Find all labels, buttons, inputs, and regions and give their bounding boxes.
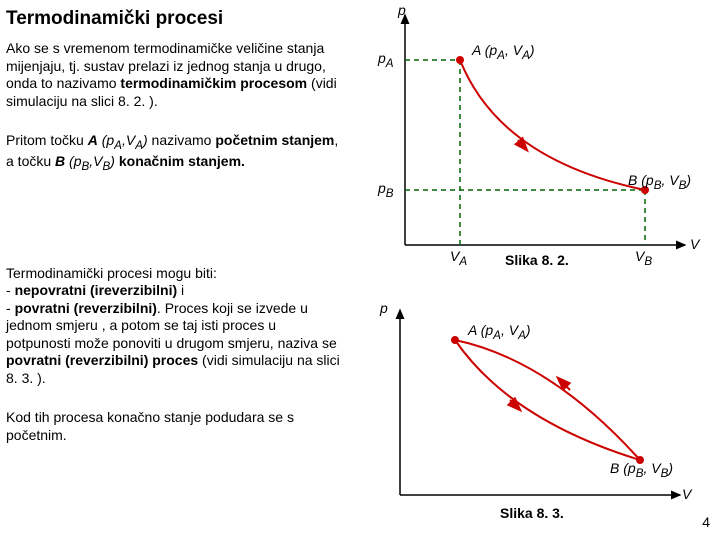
fig1-pB: pB [378,180,394,200]
p2-Bmid1: ,V [89,153,102,169]
figure-82: p V pA pB VA VB A (pA, VA) B (pB, VB) Sl… [350,0,710,280]
p3-l1b: nepovratni (ireverzibilni) [15,282,178,298]
fig1-caption: Slika 8. 2. [505,252,569,268]
paragraph-3: Termodinamički procesi mogu biti: - nepo… [6,265,344,388]
p1-term: termodinamičkim procesom [120,75,307,91]
figure-83-svg [360,300,720,530]
p3-term: povratni (reverzibilni) proces [6,352,198,368]
p3-l2a: - [6,300,15,316]
p2-b: nazivamo [148,132,216,148]
p2-term2: konačnim stanjem. [119,153,245,169]
paragraph-4: Kod tih procesa konačno stanje podudara … [6,409,344,444]
p2-B: B [55,153,65,169]
p3-l1a: - [6,282,15,298]
p2-Bargs: (p [65,153,81,169]
p2-term1: početnim stanjem [215,132,334,148]
fig1-VB: VB [635,248,652,268]
page-title: Termodinamički procesi [6,8,344,30]
fig1-pA: pA [378,50,394,70]
p2-Asub1: A [114,139,122,152]
page-number: 4 [702,514,710,530]
fig1-labelA: A (pA, VA) [472,42,535,62]
p2-mid1: ,V [122,132,135,148]
p2-a: Pritom točku [6,132,88,148]
fig2-caption: Slika 8. 3. [500,505,564,521]
figure-83: p V A (pA, VA) B (pB, VB) Slika 8. 3. [360,300,720,530]
p3-l1c: i [177,282,184,298]
paragraph-1: Ako se s vremenom termodinamičke veličin… [6,40,344,110]
p3-l2b: povratni (reverzibilni) [15,300,157,316]
figure-column: p V pA pB VA VB A (pA, VA) B (pB, VB) Sl… [350,0,720,540]
fig2-labelB: B (pB, VB) [610,460,673,480]
paragraph-2: Pritom točku A (pA,VA) nazivamo početnim… [6,132,344,175]
p2-Asub2: A [135,139,143,152]
p3-a: Termodinamički procesi mogu biti: [6,265,217,281]
fig1-axis-p: p [398,2,406,18]
text-column: Termodinamički procesi Ako se s vremenom… [0,0,350,540]
fig1-labelB: B (pB, VB) [628,172,691,192]
fig1-axis-V: V [690,236,699,252]
fig2-labelA: A (pA, VA) [468,322,531,342]
p2-A: A [88,132,98,148]
fig1-VA: VA [450,248,467,268]
p2-Aargs: (p [98,132,114,148]
fig2-axis-p: p [380,300,388,316]
fig2-axis-V: V [682,486,691,502]
page: Termodinamički procesi Ako se s vremenom… [0,0,720,540]
